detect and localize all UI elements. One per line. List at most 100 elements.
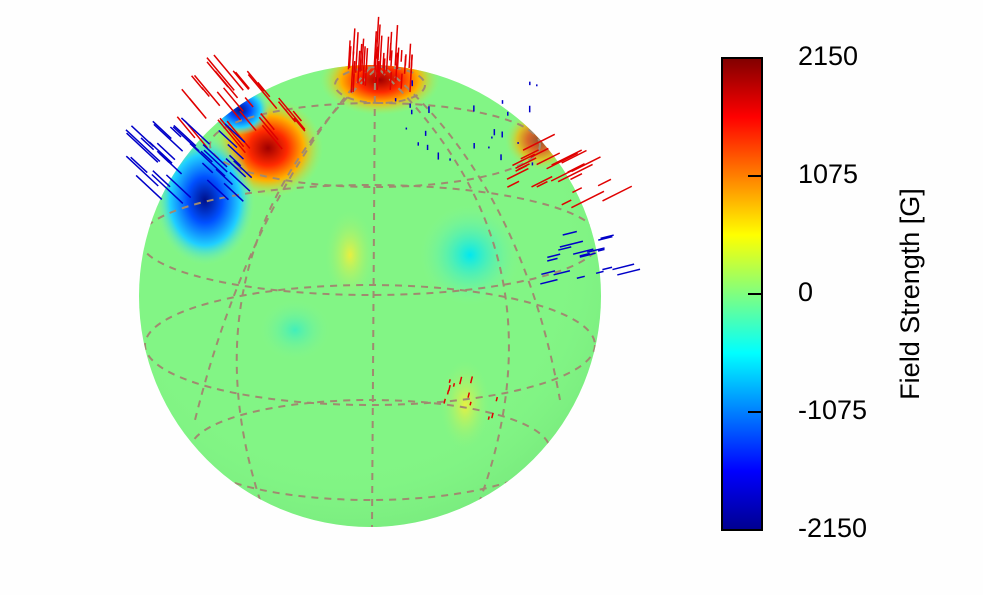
field-vector [541, 270, 556, 276]
field-vector [571, 156, 601, 173]
field-vector [598, 235, 613, 241]
field-vector [260, 113, 275, 131]
field-vector [452, 383, 456, 387]
field-vector [579, 252, 590, 257]
field-vector [352, 73, 355, 93]
field-vector [383, 58, 386, 75]
colorbar-gradient [721, 57, 763, 531]
field-vector [215, 168, 234, 186]
field-vector [130, 156, 148, 174]
field-vector [602, 185, 633, 202]
field-vector [247, 74, 278, 110]
sphere [125, 16, 641, 527]
field-vector [361, 38, 365, 71]
field-vector [576, 275, 585, 280]
field-vector [378, 35, 383, 73]
field-vector [600, 234, 614, 240]
field-vector [409, 54, 413, 93]
field-vector [404, 54, 407, 66]
field-vector [522, 133, 556, 151]
field-vector [447, 384, 451, 392]
colorbar-tick-label: 1075 [798, 159, 858, 189]
field-vector [191, 75, 204, 91]
colorbar-tick-label: -1075 [798, 395, 867, 425]
field-vector [517, 163, 530, 171]
field-vector [135, 174, 163, 200]
field-vector [382, 52, 385, 69]
field-vector [547, 257, 558, 262]
field-vector [213, 54, 244, 91]
field-vector [223, 87, 244, 112]
field-vector [173, 124, 197, 147]
field-vector [278, 97, 306, 130]
field-vector [512, 153, 536, 167]
field-vector [180, 117, 211, 145]
field-vector [347, 40, 351, 70]
grid-lines [139, 66, 601, 527]
field-vector [239, 110, 257, 132]
field-vector [375, 16, 380, 59]
field-vector [546, 152, 578, 170]
field-vector [148, 141, 173, 164]
field-vector [152, 120, 172, 140]
field-vector [559, 240, 584, 248]
field-vector [595, 270, 604, 275]
field-vector [364, 48, 369, 86]
field-vector [506, 167, 529, 180]
field-vector [151, 173, 184, 204]
field-vector [602, 266, 613, 271]
field-vector [181, 88, 201, 112]
field-vector [233, 160, 253, 179]
field-vector [223, 182, 244, 202]
field-vector [469, 376, 474, 384]
field-vector [400, 73, 403, 89]
field-vector [189, 142, 226, 177]
field-vector [551, 149, 583, 166]
field-vector [562, 230, 577, 236]
field-vector [377, 24, 381, 61]
field-vector [125, 155, 159, 187]
field-vector [354, 32, 359, 73]
field-vector [277, 101, 297, 123]
field-vector [193, 74, 221, 107]
field-vector [491, 412, 494, 419]
field-vector [459, 376, 463, 385]
field-vector [558, 246, 572, 251]
field-vector [257, 81, 271, 98]
field-vector [531, 175, 553, 188]
field-vector [467, 392, 471, 398]
surface-spots [139, 65, 601, 527]
field-vector [495, 396, 499, 402]
field-vector [553, 269, 571, 276]
colorbar-label: Field Strength [G] [895, 188, 925, 400]
field-vector [359, 43, 363, 72]
field-vector [390, 50, 393, 67]
field-vector [261, 124, 283, 150]
colorbar-tick-label: -2150 [798, 513, 867, 543]
field-vector [587, 247, 605, 253]
field-vector [536, 152, 561, 166]
field-vector [400, 50, 403, 62]
colorbar-tick-label: 0 [798, 277, 813, 307]
field-vector [597, 178, 612, 187]
field-vector [520, 149, 540, 160]
field-vector [579, 252, 596, 258]
field-vector [176, 116, 196, 139]
field-vector [373, 31, 378, 67]
field-vector [246, 70, 265, 92]
field-vector [350, 51, 355, 93]
field-vector [515, 157, 537, 169]
field-vector [165, 174, 192, 199]
field-vector [229, 171, 251, 192]
field-vector [244, 96, 254, 108]
field-vector [561, 199, 572, 206]
field-vector [448, 379, 451, 384]
field-vector [572, 187, 583, 194]
field-vector [226, 120, 251, 149]
field-vector [225, 158, 247, 178]
field-vector [376, 60, 380, 90]
field-vector [408, 43, 412, 69]
field-vector [206, 57, 235, 91]
